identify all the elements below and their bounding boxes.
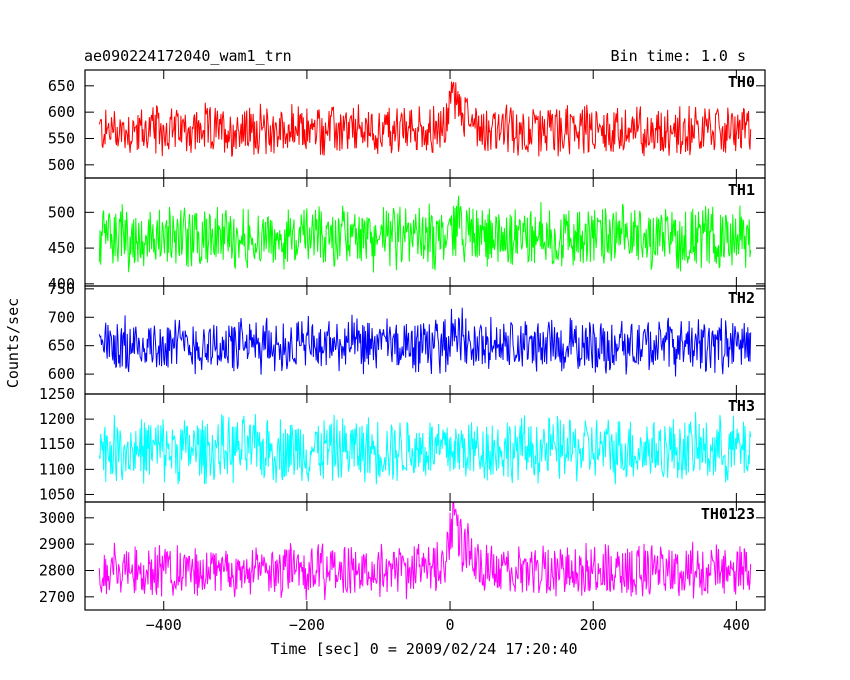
- panels-group: 500 550 600 650 TH0 400 450 500 TH1 600 650 700 750 T…: [39, 69, 766, 634]
- x-axis-label: Time [sec] 0 = 2009/02/24 17:20:40: [270, 640, 577, 658]
- y-tick-label-th0: 500: [48, 156, 75, 174]
- panel-name-th0: TH0: [728, 73, 755, 91]
- y-tick-label-th2: 650: [48, 337, 75, 355]
- y-tick-label-th0123: 2700: [39, 588, 75, 606]
- chart-title: ae090224172040_wam1_trn: [84, 47, 292, 65]
- series-line-th2: [98, 307, 752, 377]
- y-tick-label-th1: 450: [48, 239, 75, 257]
- y-tick-label-th2: 600: [48, 365, 75, 383]
- y-tick-label-th0123: 2900: [39, 535, 75, 553]
- x-tick-label: 400: [723, 616, 750, 634]
- y-tick-label-th1: 500: [48, 203, 75, 221]
- y-axis-label: Counts/sec: [4, 298, 22, 388]
- panel-frame-th0: [84, 69, 766, 179]
- y-tick-label-th3: 1100: [39, 460, 75, 478]
- y-tick-label-th0: 550: [48, 129, 75, 147]
- x-tick-label: 200: [580, 616, 607, 634]
- y-tick-label-th0123: 2800: [39, 561, 75, 579]
- y-tick-label-th1: 400: [48, 275, 75, 293]
- panel-name-th1: TH1: [728, 181, 755, 199]
- x-tick-label: −400: [146, 616, 182, 634]
- y-tick-label-th3: 1050: [39, 485, 75, 503]
- series-line-th0: [98, 81, 752, 157]
- y-tick-label-th3: 1200: [39, 410, 75, 428]
- y-tick-label-th2: 750: [48, 280, 75, 298]
- y-tick-label-th3: 1150: [39, 435, 75, 453]
- x-tick-label: −200: [289, 616, 325, 634]
- series-line-th0123: [98, 502, 752, 601]
- series-line-th3: [98, 411, 752, 485]
- panel-name-th3: TH3: [728, 397, 755, 415]
- y-tick-label-th0: 600: [48, 103, 75, 121]
- bin-time-label: Bin time: 1.0 s: [611, 47, 746, 65]
- panel-name-th0123: TH0123: [701, 505, 755, 523]
- y-tick-label-th2: 700: [48, 308, 75, 326]
- series-line-th1: [98, 195, 752, 273]
- y-tick-label-th0: 650: [48, 77, 75, 95]
- panel-frame-th0123: [84, 501, 766, 611]
- y-tick-label-th0123: 3000: [39, 509, 75, 527]
- panel-name-th2: TH2: [728, 289, 755, 307]
- x-tick-label: 0: [446, 616, 455, 634]
- y-tick-label-th3: 1250: [39, 385, 75, 403]
